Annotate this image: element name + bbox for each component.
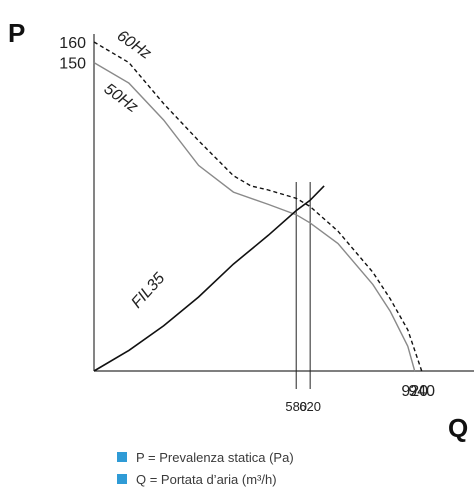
series-label-fil35: FIL35 bbox=[128, 270, 168, 312]
x-tick-label-580: 580 bbox=[285, 399, 307, 414]
legend-item-p: P = Prevalenza statica (Pa) bbox=[117, 446, 294, 468]
legend-item-q: Q = Portata d’aria (m³/h) bbox=[117, 468, 294, 490]
legend-text-q: Q = Portata d’aria (m³/h) bbox=[136, 471, 277, 487]
x-axis-symbol: Q bbox=[448, 413, 468, 443]
x-tick-label-940: 940 bbox=[408, 383, 435, 400]
legend-swatch-p bbox=[117, 452, 127, 462]
legend-swatch-q bbox=[117, 474, 127, 484]
curve-60hz bbox=[93, 41, 423, 372]
curve-50hz bbox=[93, 61, 416, 372]
axes bbox=[93, 34, 474, 389]
curve-fil35 bbox=[93, 185, 325, 372]
y-tick-label-160: 160 bbox=[59, 35, 86, 52]
x-tick-label-620: 620 bbox=[299, 399, 321, 414]
y-tick-label-150: 150 bbox=[59, 56, 86, 73]
series-label-50hz: 50Hz bbox=[101, 80, 141, 116]
y-axis-symbol: P bbox=[8, 18, 25, 48]
x-tick-label-920: 920 bbox=[401, 383, 428, 400]
curves bbox=[93, 41, 423, 372]
legend: P = Prevalenza statica (Pa) Q = Portata … bbox=[117, 446, 294, 490]
legend-text-p: P = Prevalenza statica (Pa) bbox=[136, 449, 294, 465]
